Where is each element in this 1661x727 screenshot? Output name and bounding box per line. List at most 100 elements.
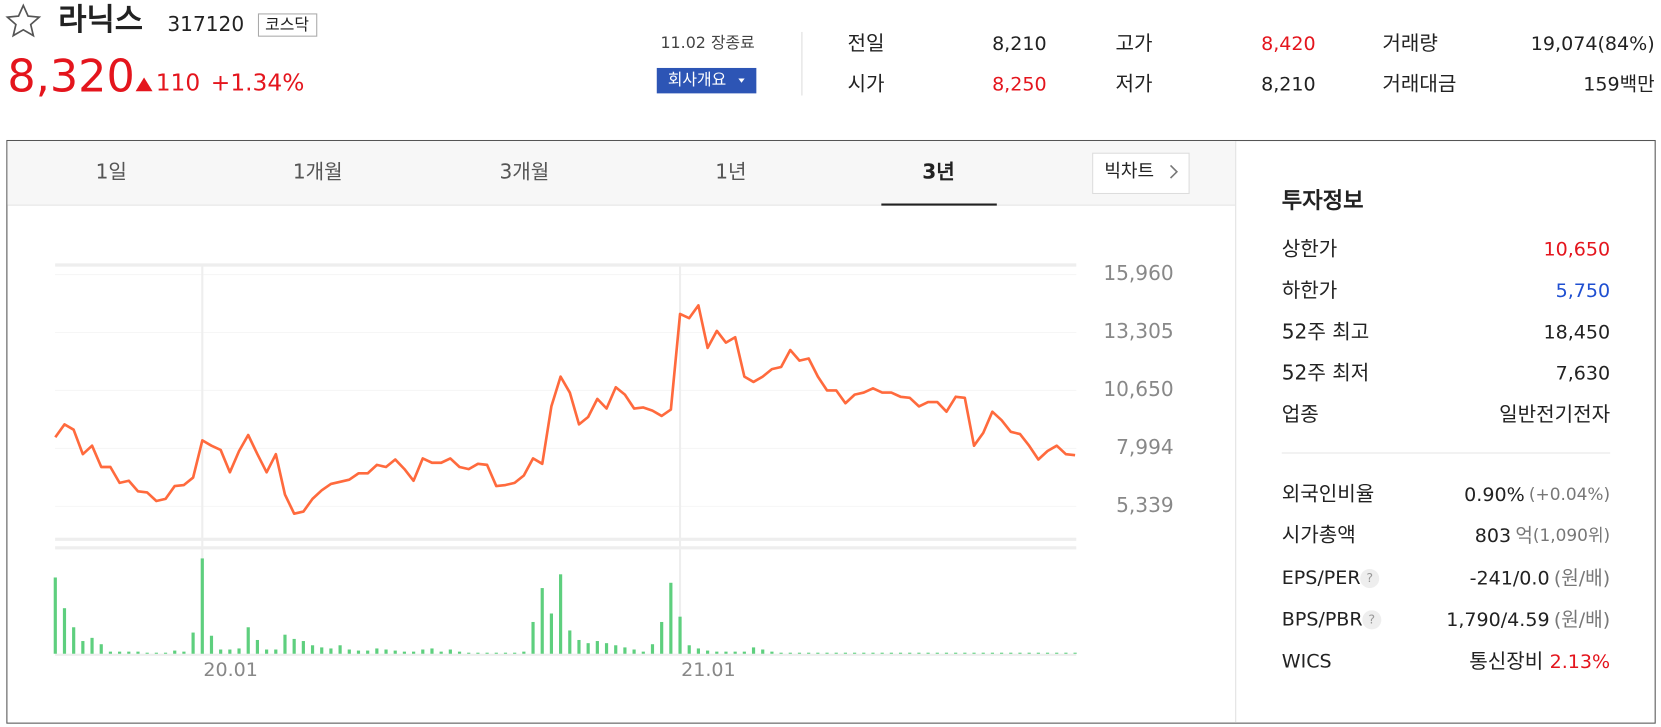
info-value: 7,630 [1556, 363, 1611, 385]
volume-bar [595, 641, 599, 654]
summary-label: 전일 [847, 31, 884, 55]
volume-bar [375, 648, 379, 654]
volume-bar [834, 652, 838, 654]
volume-bar [163, 652, 168, 654]
volume-bar [889, 652, 893, 654]
help-icon: ? [1366, 570, 1373, 585]
info-value: 18,450 [1543, 321, 1610, 343]
info-label: WICS [1282, 651, 1332, 673]
volume-bar [549, 613, 554, 654]
volume-bar [568, 630, 572, 654]
volume-bar [632, 649, 636, 654]
change-rate: +1.34% [211, 69, 305, 96]
tab[interactable]: 1일 [96, 159, 127, 183]
note: (원/배) [1554, 567, 1610, 589]
summary-label: 거래대금 [1382, 71, 1456, 95]
volume-bar [1055, 652, 1059, 654]
volume-bar [329, 648, 333, 654]
volume-bar [604, 643, 609, 654]
volume-bar [90, 637, 94, 654]
volume-bar [430, 648, 434, 654]
market-badge [257, 13, 318, 37]
stock-name: 라닉스 [58, 2, 143, 38]
summary-value: 19,074(84%) [1531, 33, 1655, 55]
volume-bar [154, 652, 158, 654]
volume-bar [219, 649, 223, 654]
help-icon[interactable] [1362, 610, 1382, 630]
big-chart-button[interactable] [1092, 152, 1190, 195]
company-button[interactable] [656, 67, 757, 94]
tab[interactable]: 1개월 [293, 159, 343, 183]
volume-bar [706, 650, 710, 654]
volume-bar [770, 651, 774, 654]
value: 803 [1475, 525, 1511, 547]
tab-bar [7, 141, 1236, 205]
value: -241/0.0 [1470, 567, 1550, 589]
info-label: 상한가 [1282, 237, 1338, 261]
tab[interactable]: 1년 [715, 159, 746, 183]
volume-bar [696, 648, 701, 654]
volume-bar [421, 649, 425, 654]
tab[interactable]: 3개월 [499, 159, 549, 183]
volume-bar [678, 616, 682, 654]
volume-bar [1018, 652, 1022, 654]
y-tick-label: 10,650 [1103, 377, 1173, 401]
summary-value: 8,210 [1261, 73, 1316, 95]
volume-bar [246, 627, 250, 654]
up-arrow [135, 77, 153, 92]
volume-bar [1073, 652, 1077, 654]
volume-bar [751, 647, 756, 654]
volume-bar [1064, 652, 1068, 654]
price-line [54, 304, 1076, 516]
volume-bar [53, 577, 57, 654]
summary-label: 거래량 [1382, 31, 1438, 55]
volume-bar [485, 652, 489, 654]
volume-bar [816, 652, 820, 654]
volume-bar [81, 641, 85, 654]
volume-bar [715, 651, 719, 654]
volume-bar [62, 608, 67, 654]
volume-bar [228, 649, 232, 654]
info-label: 외국인비율 [1282, 481, 1375, 505]
volume-bar [402, 651, 407, 654]
volume-bar [807, 652, 811, 654]
volume-bar [935, 652, 939, 654]
y-tick-label: 5,339 [1116, 493, 1174, 517]
volume-bar [503, 652, 508, 654]
value: 1,790/4.59 [1446, 608, 1549, 630]
volume-bar [347, 649, 351, 654]
panel-title: 투자정보 [1282, 188, 1364, 214]
volume-bar [981, 652, 985, 654]
info-value: -241/0.0 (원/배) [1470, 567, 1611, 589]
volume-bar [72, 627, 76, 654]
volume-bar [522, 651, 526, 654]
volume-bar [761, 649, 765, 654]
volume-bar [1036, 652, 1040, 654]
volume-bar [963, 652, 967, 654]
volume-bar [209, 635, 214, 654]
favorite-star[interactable] [5, 3, 42, 38]
info-label: 업종 [1282, 402, 1319, 426]
help-icon[interactable] [1360, 569, 1380, 589]
volume-bar [1045, 652, 1050, 654]
volume-bar [908, 652, 912, 654]
summary-value: 8,210 [992, 33, 1047, 55]
note: (1,090위) [1533, 525, 1610, 545]
volume-bar [513, 652, 517, 654]
volume-bar [191, 632, 195, 654]
unit: 억 [1515, 525, 1533, 547]
volume-bar [255, 639, 260, 654]
y-tick-label: 7,994 [1116, 435, 1174, 459]
tab-active[interactable]: 3년 [922, 159, 955, 183]
volume-bar [788, 652, 792, 654]
volume-bar [448, 649, 452, 654]
volume-bar [650, 644, 655, 654]
info-label: 시가총액 [1282, 523, 1356, 547]
volume-bar [127, 651, 131, 654]
volume-bar [494, 652, 498, 654]
volume-bar [559, 574, 563, 654]
volume-bar [200, 558, 204, 654]
volume-bar [136, 651, 140, 654]
